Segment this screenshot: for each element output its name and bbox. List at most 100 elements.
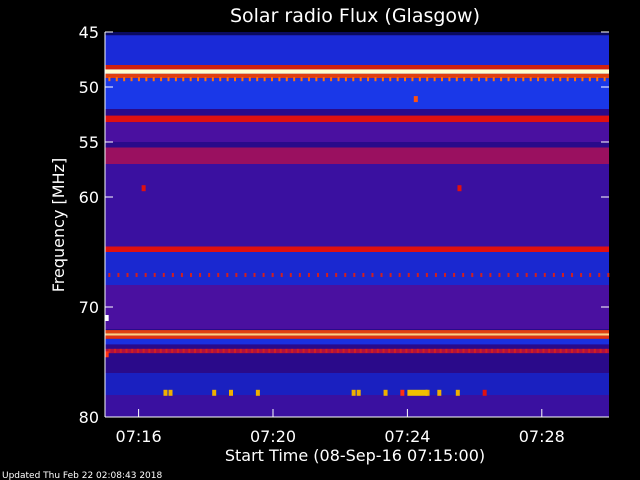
burst-dot (416, 273, 419, 277)
burst-dot (456, 348, 459, 353)
frequency-band (105, 73, 609, 79)
burst-dot (307, 273, 310, 277)
burst-dot (485, 348, 488, 353)
burst-dot (425, 273, 428, 277)
burst-dot (376, 348, 379, 353)
burst-dot (298, 273, 301, 277)
burst-mark (400, 389, 405, 396)
burst-dot (371, 348, 374, 353)
burst-dot (263, 77, 266, 82)
frequency-band (105, 335, 609, 339)
burst-dot (389, 273, 392, 277)
burst-dot (470, 77, 473, 82)
x-tick-label: 07:16 (116, 427, 162, 446)
burst-dot (278, 77, 281, 82)
burst-dot (582, 348, 585, 353)
burst-dot (382, 348, 385, 353)
burst-dot (204, 77, 207, 82)
burst-mark (482, 389, 487, 396)
burst-dot (455, 77, 458, 82)
burst-dot (270, 77, 273, 82)
burst-dot (525, 273, 528, 277)
burst-dot (180, 273, 183, 277)
burst-dot (537, 77, 540, 82)
frequency-band (105, 32, 609, 36)
burst-dot (280, 273, 283, 277)
burst-dot (559, 348, 562, 353)
burst-dot (508, 348, 511, 353)
burst-dot (130, 77, 133, 82)
burst-dot (599, 348, 602, 353)
burst-mark (168, 389, 173, 396)
burst-dot (448, 77, 451, 82)
burst-dot (162, 273, 165, 277)
x-tick-label: 07:20 (250, 427, 296, 446)
burst-dot (471, 273, 474, 277)
burst-dot (302, 348, 305, 353)
burst-dot (136, 348, 139, 353)
burst-dot (473, 348, 476, 353)
burst-dot (216, 348, 219, 353)
burst-mark (212, 389, 217, 396)
burst-dot (480, 273, 483, 277)
burst-dot (219, 77, 222, 82)
burst-dot (418, 77, 421, 82)
burst-dot (331, 348, 334, 353)
burst-dot (342, 348, 345, 353)
frequency-band (105, 35, 609, 65)
burst-dot (371, 273, 374, 277)
burst-dot (293, 77, 296, 82)
burst-dot (426, 77, 429, 82)
burst-mark (383, 389, 388, 396)
frequency-band (105, 69, 609, 74)
burst-dot (108, 348, 111, 353)
burst-mark (163, 389, 168, 396)
burst-dot (300, 77, 303, 82)
burst-dot (226, 273, 229, 277)
frequency-band (105, 333, 609, 336)
burst-dot (507, 273, 510, 277)
burst-dot (453, 273, 456, 277)
burst-dot (543, 273, 546, 277)
burst-dot (182, 348, 185, 353)
burst-mark (455, 389, 460, 396)
burst-dot (433, 348, 436, 353)
burst-dot (500, 77, 503, 82)
burst-dot (380, 273, 383, 277)
burst-dot (208, 273, 211, 277)
burst-dot (325, 348, 328, 353)
burst-dot (256, 77, 259, 82)
frequency-band (105, 395, 609, 417)
burst-dot (190, 273, 193, 277)
burst-dot (439, 348, 442, 353)
burst-dot (553, 348, 556, 353)
burst-dot (399, 348, 402, 353)
burst-dot (244, 273, 247, 277)
burst-dot (362, 273, 365, 277)
burst-dot (576, 348, 579, 353)
burst-dot (165, 348, 168, 353)
frequency-band (105, 65, 609, 70)
burst-mark (104, 351, 109, 358)
burst-dot (135, 273, 138, 277)
burst-dot (416, 348, 419, 353)
burst-mark (229, 389, 233, 396)
frequency-band (105, 373, 609, 395)
burst-dot (516, 273, 519, 277)
burst-dot (285, 348, 288, 353)
burst-dot (593, 348, 596, 353)
burst-dot (268, 348, 271, 353)
burst-dot (199, 273, 202, 277)
burst-dot (291, 348, 294, 353)
burst-dot (211, 348, 214, 353)
burst-dot (492, 77, 495, 82)
burst-dot (393, 348, 396, 353)
burst-dot (496, 348, 499, 353)
y-tick-label: 55 (79, 133, 99, 152)
y-tick-label: 70 (79, 298, 99, 317)
burst-dot (160, 77, 163, 82)
burst-dot (308, 348, 311, 353)
burst-dot (285, 77, 288, 82)
burst-dot (603, 77, 606, 82)
